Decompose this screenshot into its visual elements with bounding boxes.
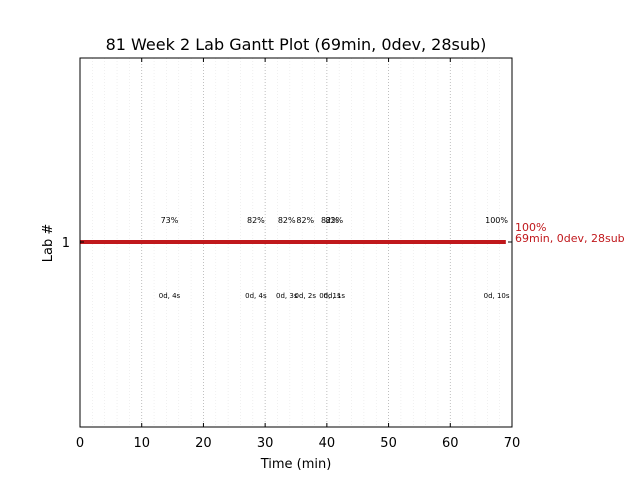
milestone-percent-label: 73% [161, 216, 179, 225]
x-axis-ticks: 0 10 20 30 40 50 60 70 [76, 58, 520, 451]
x-tick-label: 70 [504, 436, 521, 451]
milestone-submission-label: 0d, 2s [295, 292, 317, 300]
milestone-percent-label: 100% [485, 216, 508, 225]
x-tick-label: 50 [380, 436, 397, 451]
milestone-submission-label: 0d, 4s [159, 292, 181, 300]
y-axis-label: Lab # [41, 224, 56, 263]
milestone-percent-label: 82% [247, 216, 265, 225]
milestone-submission-label: 0d, 10s [484, 292, 510, 300]
x-tick-label: 10 [133, 436, 150, 451]
milestone-labels: 73% 0d, 4s 82% 0d, 4s 82% 0d, 3s 82% 0d, 2s 82% 0… [159, 216, 510, 300]
milestone-submission-label: 0d, 3s [276, 292, 298, 300]
x-tick-label: 60 [442, 436, 459, 451]
milestone-percent-label: 82% [321, 216, 339, 225]
milestone-submission-label: 0d, 1s [319, 292, 341, 300]
x-tick-label: 0 [76, 436, 84, 451]
x-tick-label: 40 [319, 436, 336, 451]
end-label-percent: 100% [515, 221, 546, 234]
end-label-summary: 69min, 0dev, 28sub [515, 232, 625, 245]
milestone-percent-label: 82% [278, 216, 296, 225]
y-axis-ticks: 1 [62, 236, 512, 251]
chart-title: 81 Week 2 Lab Gantt Plot (69min, 0dev, 2… [106, 35, 487, 54]
x-tick-label: 30 [257, 436, 274, 451]
milestone-percent-label: 82% [325, 216, 343, 225]
y-tick-label: 1 [62, 236, 70, 251]
x-tick-label: 20 [195, 436, 212, 451]
milestone-submission-label: 0d, 1s [324, 292, 346, 300]
milestone-submission-label: 0d, 4s [245, 292, 267, 300]
milestone-percent-label: 82% [296, 216, 314, 225]
x-axis-label: Time (min) [260, 457, 332, 472]
